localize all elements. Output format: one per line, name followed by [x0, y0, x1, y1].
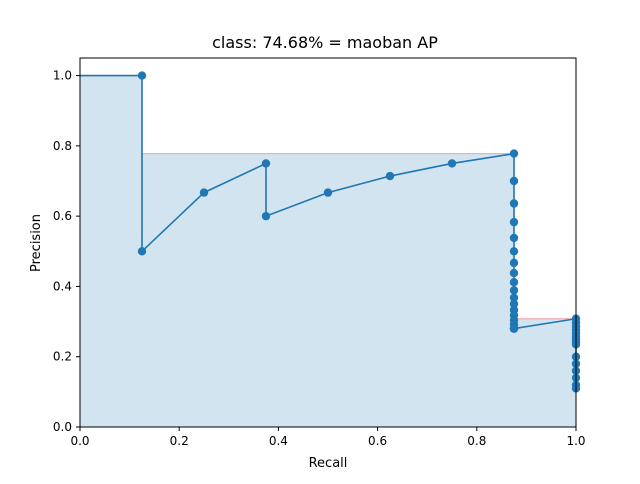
data-point	[509, 149, 519, 158]
x-tick-label: 0.0	[70, 434, 89, 448]
x-tick-label: 0.2	[170, 434, 189, 448]
data-point	[261, 159, 271, 168]
y-tick-label: 0.2	[53, 350, 72, 364]
data-point	[509, 286, 519, 295]
y-axis-label: Precision	[29, 214, 44, 272]
x-axis-label: Recall	[309, 456, 348, 471]
data-point	[509, 199, 519, 208]
data-point	[199, 188, 209, 197]
x-tick-label: 0.8	[467, 434, 486, 448]
data-point	[509, 324, 519, 333]
data-point	[509, 217, 519, 227]
chart-title: class: 74.68% = maoban AP	[212, 33, 438, 52]
plot-frame	[79, 57, 577, 428]
y-tick-label: 0.6	[53, 209, 72, 223]
data-point	[385, 171, 395, 181]
data-point	[509, 176, 519, 186]
plot-area: 0.0 0.2 0.4 0.6 0.8 1.0 0.0 0.2 0.4 0.6 0.8 1.0	[53, 57, 586, 448]
y-tick-label: 0.0	[53, 420, 72, 434]
data-point	[323, 188, 333, 197]
y-tick-label: 1.0	[53, 69, 72, 83]
data-point	[261, 211, 271, 221]
data-point	[509, 299, 519, 309]
data-point	[137, 71, 147, 80]
x-tick-label: 0.4	[269, 434, 288, 448]
data-point	[447, 159, 457, 168]
data-point	[509, 278, 519, 287]
y-tick-label: 0.8	[53, 139, 72, 153]
data-point	[509, 247, 519, 256]
data-point	[137, 247, 147, 256]
data-point	[509, 268, 519, 278]
x-tick-label: 0.6	[368, 434, 387, 448]
y-tick-label: 0.4	[53, 279, 72, 293]
data-point	[509, 293, 519, 302]
data-point	[509, 233, 519, 243]
data-point	[509, 258, 519, 268]
x-tick-label: 1.0	[566, 434, 585, 448]
